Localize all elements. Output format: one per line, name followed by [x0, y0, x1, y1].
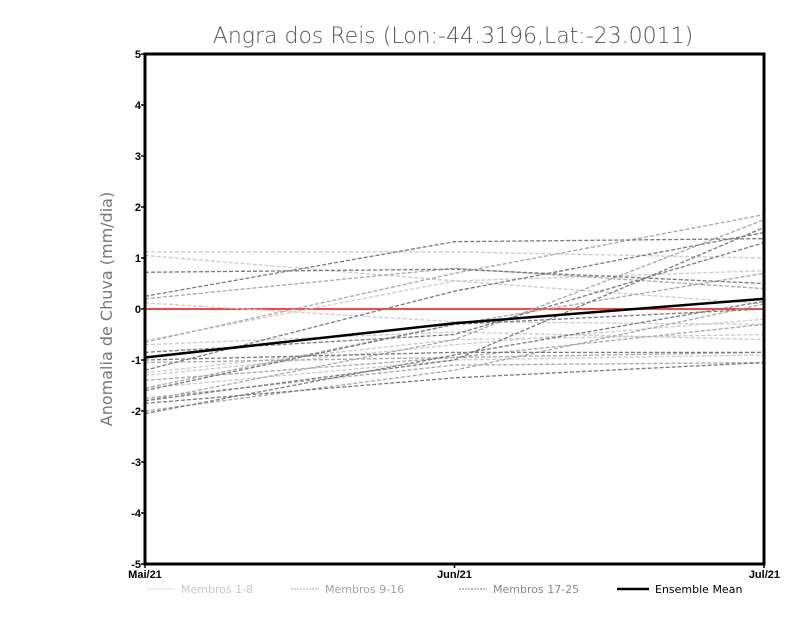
y-tick-label: 4 [135, 100, 142, 112]
member-line-8 [144, 331, 765, 346]
y-tick-label: 0 [135, 304, 141, 316]
y-tick-label: -1 [131, 355, 141, 367]
y-tick-label: -4 [131, 508, 142, 520]
member-line-19 [144, 351, 764, 361]
legend: Membros 1-8 Membros 9-16 Membros 17-25 Ense… [147, 583, 742, 596]
member-line-25 [144, 231, 765, 371]
y-axis-label: Anomalia de Chuva (mm/dia) [97, 192, 116, 426]
legend-label: Membros 17-25 [493, 583, 579, 596]
member-line-22 [144, 226, 765, 402]
member-line-3 [144, 302, 765, 325]
y-tick-label: -5 [131, 559, 141, 571]
member-line-7 [144, 354, 765, 389]
member-line-2 [144, 254, 765, 305]
member-line-20 [144, 361, 765, 404]
member-line-6 [144, 318, 765, 376]
member-line-18 [144, 237, 765, 297]
member-line-24 [144, 308, 765, 392]
member-line-14 [144, 267, 765, 300]
y-tick-label: 1 [135, 253, 141, 265]
y-tick-label: 3 [135, 151, 141, 163]
x-tick-label: Jul/21 [749, 569, 780, 581]
member-line-1 [145, 251, 765, 259]
member-line-9 [144, 214, 765, 343]
member-line-12 [144, 351, 765, 364]
member-line-5 [144, 333, 765, 374]
ensemble-mean-line [144, 297, 765, 359]
member-line-21 [144, 300, 765, 415]
y-tick-label: -3 [131, 457, 141, 469]
member-line-11 [144, 219, 765, 402]
x-tick-label: Mai/21 [128, 569, 162, 581]
member-line-4 [144, 270, 765, 342]
x-tick-label: Jun/21 [437, 569, 472, 581]
member-line-23 [144, 242, 765, 353]
y-tick-label: 2 [135, 202, 141, 214]
y-tick-label: 5 [135, 49, 141, 61]
legend-label: Ensemble Mean [655, 583, 742, 596]
ticks-layer: -5 -4 -3 -2 -1 0 1 2 3 4 5 Mai/21 Jun/21 Jul/21 [128, 49, 780, 581]
member-line-13 [144, 361, 765, 399]
legend-label: Membros 1-8 [181, 583, 253, 596]
series-layer [144, 214, 765, 415]
y-tick-label: -2 [131, 406, 141, 418]
chart-title: Angra dos Reis (Lon:-44.3196,Lat:-23.001… [213, 24, 693, 49]
member-line-10 [144, 323, 765, 382]
member-line-16 [144, 303, 765, 412]
member-line-17 [144, 268, 765, 285]
legend-label: Membros 9-16 [325, 583, 404, 596]
